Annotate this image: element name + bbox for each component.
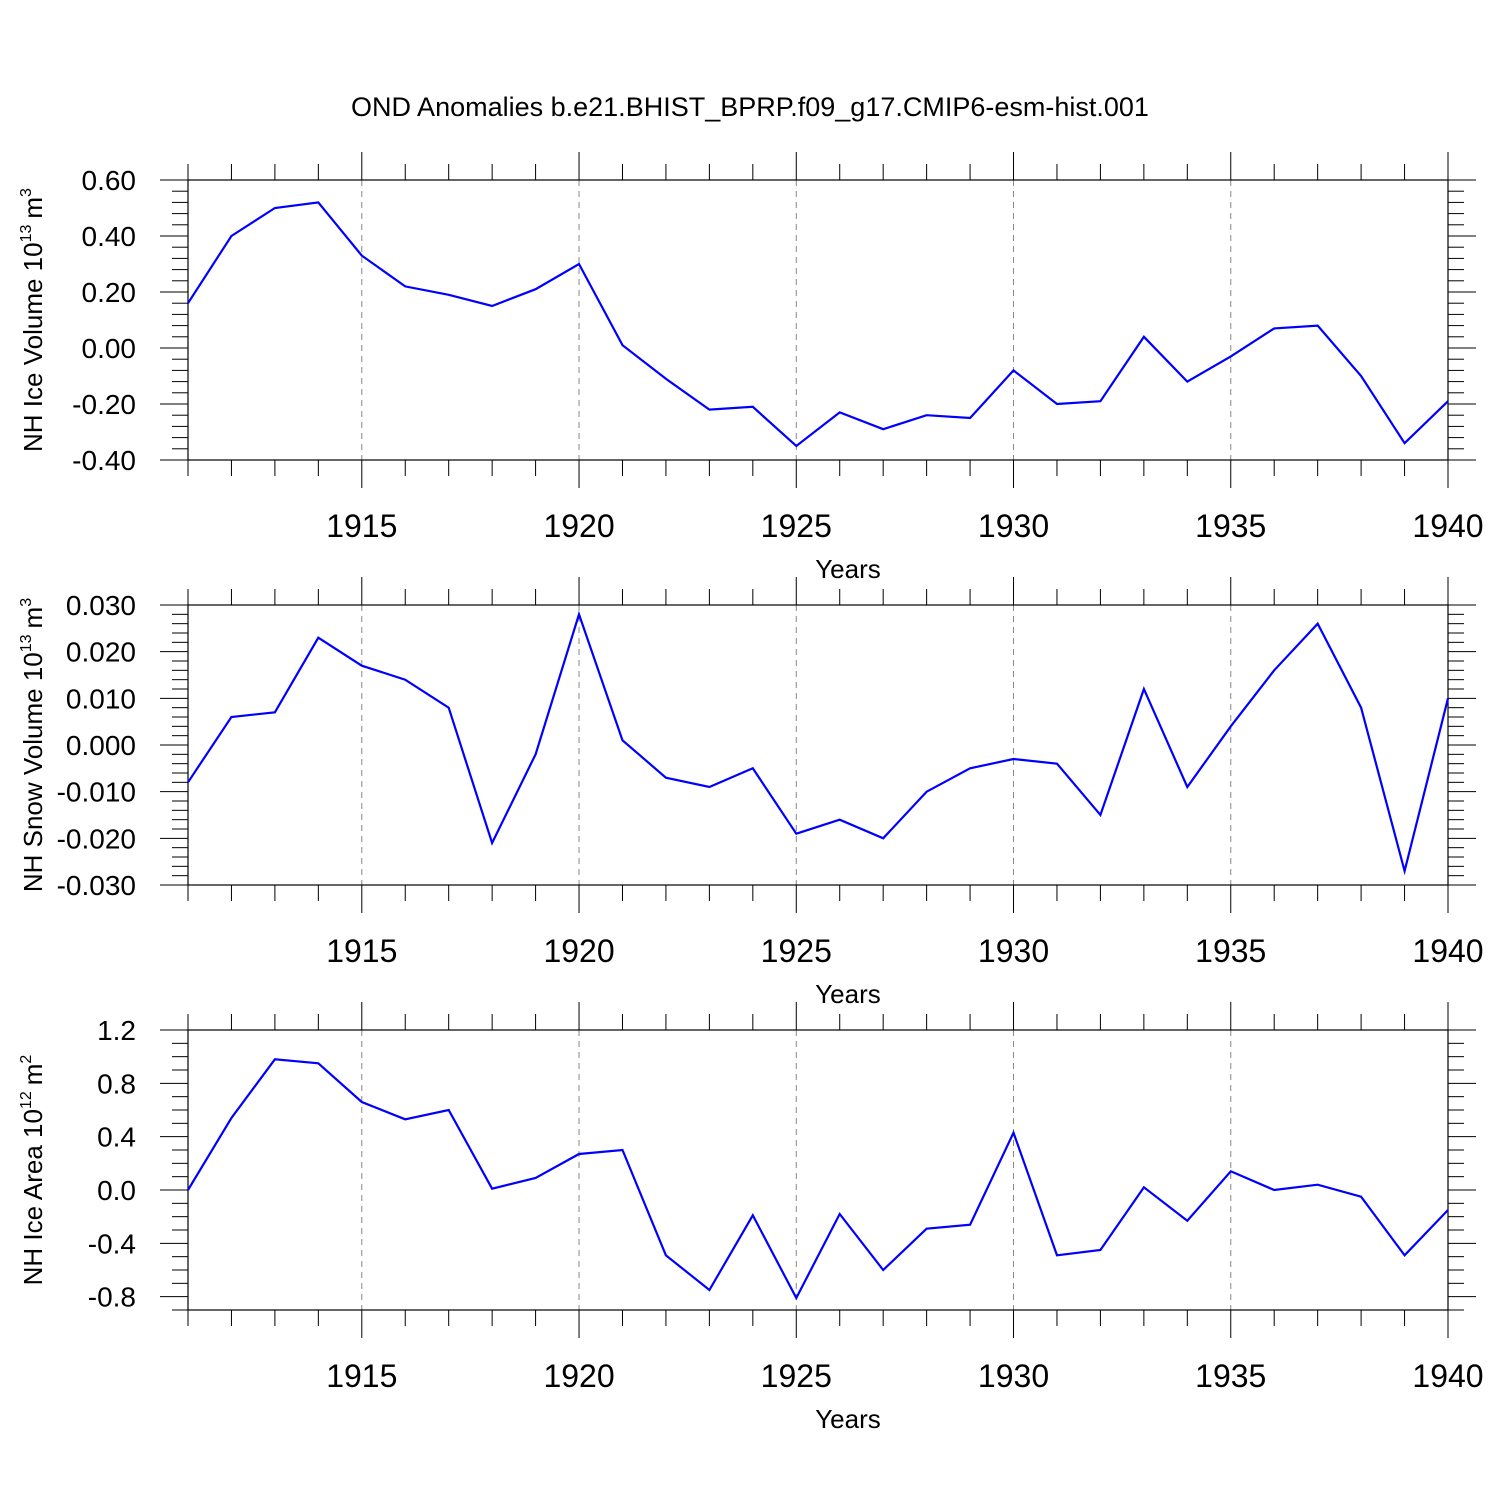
x-tick-label: 1925 — [761, 1358, 832, 1394]
x-tick-label: 1940 — [1412, 933, 1483, 969]
y-tick-label: 0.8 — [97, 1068, 136, 1099]
y-tick-label: -0.4 — [88, 1228, 136, 1259]
x-tick-label: 1920 — [543, 508, 614, 544]
y-axis-label-part: 3 — [18, 188, 35, 197]
y-tick-label: 1.2 — [97, 1015, 136, 1046]
x-tick-label: 1935 — [1195, 508, 1266, 544]
y-axis-label-part: 13 — [18, 225, 35, 243]
x-tick-label: 1925 — [761, 933, 832, 969]
x-tick-label: 1940 — [1412, 508, 1483, 544]
y-tick-label: 0.40 — [82, 221, 137, 252]
y-tick-label: -0.40 — [72, 445, 136, 476]
y-tick-label: 0.60 — [82, 165, 137, 196]
x-tick-label: 1915 — [326, 1358, 397, 1394]
x-axis-label: Years — [815, 979, 881, 1009]
plot-frame — [187, 604, 1449, 886]
y-axis-label-part: 13 — [18, 634, 35, 652]
y-axis-label-part: 3 — [18, 598, 35, 607]
y-tick-label: -0.010 — [57, 777, 136, 808]
y-tick-label: -0.030 — [57, 870, 136, 901]
y-tick-label: 0.010 — [66, 683, 136, 714]
panels: 0.60 0.40 0.20 0.00 -0.20 -0.40 1915 1920 1925 19… — [18, 152, 1484, 1434]
x-tick-label: 1935 — [1195, 933, 1266, 969]
series-line — [187, 1058, 1449, 1301]
y-axis-label-part: 12 — [18, 1091, 35, 1109]
x-tick-label: 1915 — [326, 508, 397, 544]
y-tick-label: -0.20 — [72, 389, 136, 420]
y-axis-label-part: NH Ice Area 10 — [18, 1109, 48, 1285]
y-tick-label: 0.0 — [97, 1175, 136, 1206]
y-tick-label: -0.8 — [88, 1282, 136, 1313]
y-axis-label-part: NH Ice Volume 10 — [18, 242, 48, 452]
x-tick-label: 1930 — [978, 1358, 1049, 1394]
x-tick-label: 1935 — [1195, 1358, 1266, 1394]
plot-frame — [187, 1029, 1449, 1311]
x-axis-label: Years — [815, 1404, 881, 1434]
y-axis-label-part: m — [18, 1064, 48, 1086]
panel-nh-snow-volume: 0.030 0.020 0.010 0.000 -0.010 -0.020 -0.030 19… — [18, 577, 1484, 1009]
series-line — [187, 610, 1450, 876]
x-tick-label: 1930 — [978, 933, 1049, 969]
plot-frame — [187, 179, 1449, 461]
y-axis-label-part: NH Snow Volume 10 — [18, 652, 48, 892]
y-tick-label: 0.020 — [66, 637, 136, 668]
series-line — [187, 201, 1449, 448]
x-tick-label: 1930 — [978, 508, 1049, 544]
panel-nh-ice-area: 1.2 0.8 0.4 0.0 -0.4 -0.8 1915 1920 1925 1930 1935… — [18, 1002, 1484, 1434]
y-axis-label: NH Snow Volume 1013 m3 — [18, 598, 48, 892]
y-tick-label: 0.00 — [82, 333, 137, 364]
x-tick-label: 1940 — [1412, 1358, 1483, 1394]
y-tick-label: 0.000 — [66, 730, 136, 761]
panel-nh-ice-volume: 0.60 0.40 0.20 0.00 -0.20 -0.40 1915 1920 1925 19… — [18, 152, 1484, 584]
x-tick-label: 1920 — [543, 1358, 614, 1394]
y-axis-label: NH Ice Volume 1013 m3 — [18, 188, 48, 452]
x-tick-label: 1925 — [761, 508, 832, 544]
y-axis-label-part: 2 — [18, 1055, 35, 1064]
x-tick-label: 1920 — [543, 933, 614, 969]
y-axis-label-part: m — [18, 197, 48, 219]
x-tick-label: 1915 — [326, 933, 397, 969]
y-axis-label: NH Ice Area 1012 m2 — [18, 1055, 48, 1286]
x-axis-label: Years — [815, 554, 881, 584]
y-tick-label: -0.020 — [57, 823, 136, 854]
y-axis-label-part: m — [18, 607, 48, 629]
y-tick-label: 0.20 — [82, 277, 137, 308]
y-tick-label: 0.4 — [97, 1122, 136, 1153]
figure-title: OND Anomalies b.e21.BHIST_BPRP.f09_g17.C… — [351, 92, 1149, 122]
y-tick-label: 0.030 — [66, 590, 136, 621]
